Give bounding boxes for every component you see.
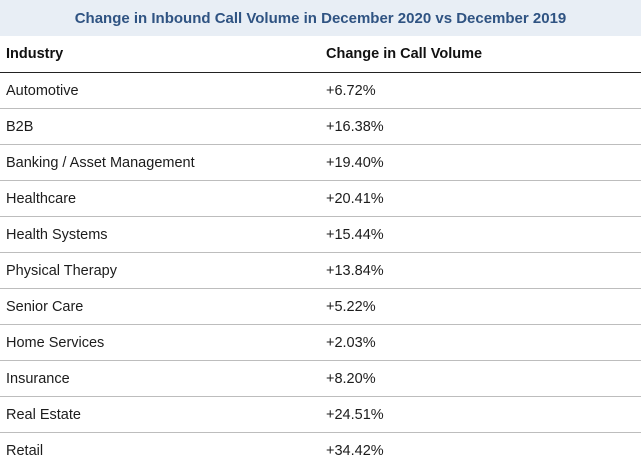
column-header-change: Change in Call Volume	[326, 46, 483, 62]
industry-cell: Insurance	[6, 370, 70, 387]
table-row: Real Estate +24.51%	[0, 397, 641, 433]
table-row: Senior Care +5.22%	[0, 289, 641, 325]
change-cell: +34.42%	[326, 442, 384, 459]
industry-cell: Retail	[6, 442, 44, 459]
table-row: Health Systems +15.44%	[0, 217, 641, 253]
table-row: Healthcare +20.41%	[0, 181, 641, 217]
change-cell: +6.72%	[326, 82, 376, 99]
change-cell: +19.40%	[326, 154, 384, 171]
industry-cell: Health Systems	[6, 226, 108, 243]
table-row: Automotive +6.72%	[0, 73, 641, 109]
industry-cell: Banking / Asset Management	[6, 154, 195, 171]
change-cell: +24.51%	[326, 406, 384, 423]
table-row: Insurance +8.20%	[0, 361, 641, 397]
table-row: Physical Therapy +13.84%	[0, 253, 641, 289]
change-cell: +16.38%	[326, 118, 384, 135]
change-cell: +20.41%	[326, 190, 384, 207]
industry-cell: Real Estate	[6, 406, 81, 423]
change-cell: +2.03%	[326, 334, 376, 351]
industry-cell: Automotive	[6, 82, 79, 99]
table-row: B2B +16.38%	[0, 109, 641, 145]
table-row: Retail +34.42%	[0, 433, 641, 468]
table-title: Change in Inbound Call Volume in Decembe…	[0, 0, 641, 36]
industry-cell: Physical Therapy	[6, 262, 117, 279]
change-cell: +13.84%	[326, 262, 384, 279]
change-cell: +8.20%	[326, 370, 376, 387]
change-cell: +15.44%	[326, 226, 384, 243]
industry-cell: Healthcare	[6, 190, 77, 207]
table-row: Banking / Asset Management +19.40%	[0, 145, 641, 181]
industry-cell: Home Services	[6, 334, 105, 351]
table-body: Automotive +6.72% B2B +16.38% Banking / Asse…	[0, 73, 641, 468]
table-row: Home Services +2.03%	[0, 325, 641, 361]
table-header-row: Industry Change in Call Volume	[0, 36, 641, 73]
industry-cell: Senior Care	[6, 298, 84, 315]
industry-cell: B2B	[6, 118, 34, 135]
column-header-industry: Industry	[6, 46, 64, 62]
change-cell: +5.22%	[326, 298, 376, 315]
